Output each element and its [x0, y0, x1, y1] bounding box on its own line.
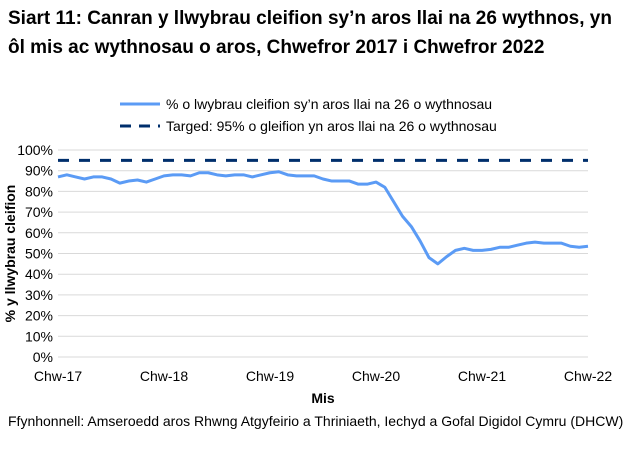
y-axis-label: % y llwybrau cleifion: [2, 185, 18, 323]
x-tick-label: Chw-17: [34, 368, 82, 384]
y-tick-label: 50%: [25, 246, 53, 262]
x-tick-label: Chw-21: [458, 368, 506, 384]
x-tick-label: Chw-20: [352, 368, 400, 384]
legend-label-series: % o lwybrau cleifion sy’n aros llai na 2…: [166, 96, 492, 112]
series-line: [57, 170, 589, 266]
y-tick-label: 10%: [25, 328, 53, 344]
y-tick-label: 90%: [25, 163, 53, 179]
x-tick-label: Chw-18: [140, 368, 188, 384]
y-tick-label: 100%: [17, 142, 53, 158]
y-tick-label: 0%: [33, 349, 53, 365]
x-axis-label: Mis: [311, 390, 335, 406]
x-tick-label: Chw-22: [564, 368, 612, 384]
y-tick-label: 30%: [25, 287, 53, 303]
y-tick-label: 20%: [25, 308, 53, 324]
x-tick-label: Chw-19: [246, 368, 294, 384]
y-tick-label: 60%: [25, 225, 53, 241]
legend-label-target: Targed: 95% o gleifion yn aros llai na 2…: [166, 118, 497, 134]
chart-title: Siart 11: Canran y llwybrau cleifion sy’…: [8, 8, 612, 58]
source-note: Ffynhonnell: Amseroedd aros Rhwng Atgyfe…: [8, 413, 624, 429]
y-tick-label: 80%: [25, 183, 53, 199]
y-tick-label: 70%: [25, 204, 53, 220]
y-tick-label: 40%: [25, 266, 53, 282]
